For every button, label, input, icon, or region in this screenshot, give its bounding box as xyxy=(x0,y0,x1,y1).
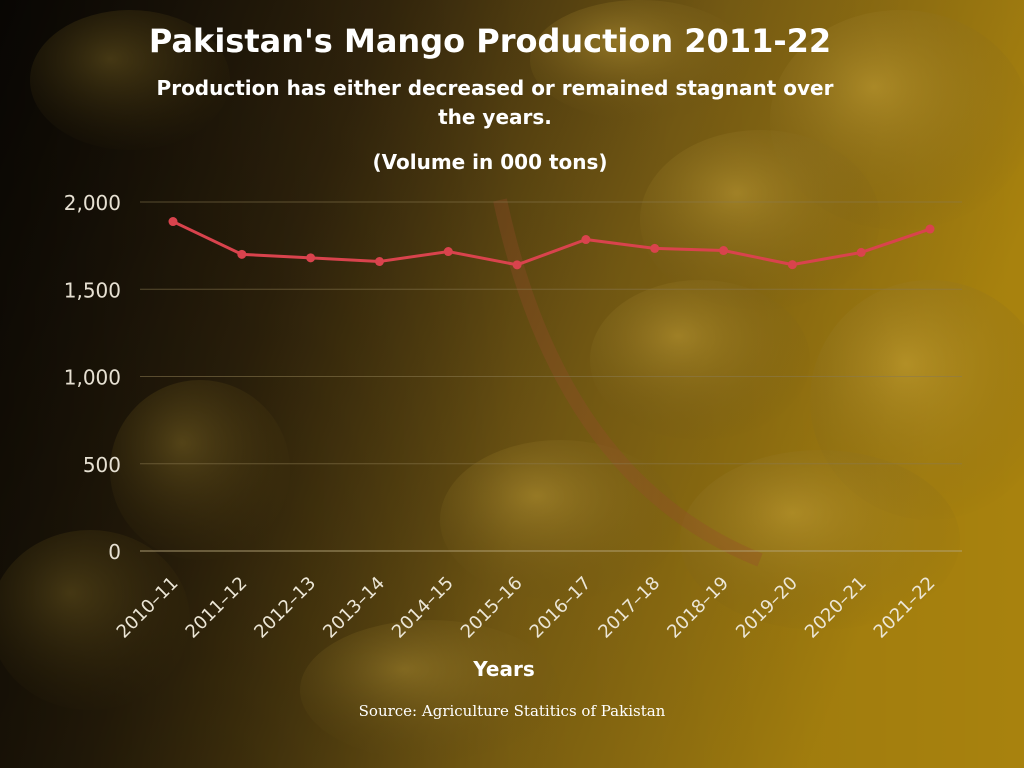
y-tick-label: 500 xyxy=(83,453,121,477)
data-point xyxy=(581,235,591,245)
x-tick-label: 2021–22 xyxy=(870,573,940,643)
data-point xyxy=(443,247,453,257)
x-tick-label: 2013–14 xyxy=(319,573,389,643)
chart-title: Pakistan's Mango Production 2011-22 xyxy=(148,22,832,60)
y-tick-label: 1,000 xyxy=(64,366,121,390)
data-point xyxy=(237,249,247,259)
x-tick-label: 2017–18 xyxy=(594,573,664,643)
chart-subtitle: Production has either decreased or remai… xyxy=(156,76,834,129)
data-point xyxy=(512,260,522,270)
x-tick-label: 2020–21 xyxy=(801,573,871,643)
data-point xyxy=(925,224,935,234)
x-tick-label: 2014–15 xyxy=(388,573,458,643)
data-point xyxy=(650,243,660,253)
series-line xyxy=(172,220,931,267)
x-tick-label: 2018–19 xyxy=(663,573,733,643)
data-point xyxy=(719,246,729,256)
y-tick-label: 0 xyxy=(108,540,121,564)
x-tick-label: 2016–17 xyxy=(526,573,596,643)
y-tick-label: 1,500 xyxy=(64,278,121,302)
x-tick-label: 2015–16 xyxy=(457,573,527,643)
x-tick-label: 2019–20 xyxy=(732,573,802,643)
data-point xyxy=(787,260,797,270)
y-tick-label: 2,000 xyxy=(64,191,121,215)
data-point xyxy=(306,253,316,263)
x-axis-title: Years xyxy=(472,657,534,681)
x-tick-label: 2010–11 xyxy=(113,573,183,643)
x-tick-label: 2011–12 xyxy=(182,573,252,643)
source-note: Source: Agriculture Statitics of Pakista… xyxy=(358,702,666,720)
unit-note: (Volume in 000 tons) xyxy=(372,150,608,174)
data-point xyxy=(856,247,866,257)
x-tick-label: 2012–13 xyxy=(250,573,320,643)
data-point xyxy=(168,217,178,227)
data-point xyxy=(374,257,384,267)
